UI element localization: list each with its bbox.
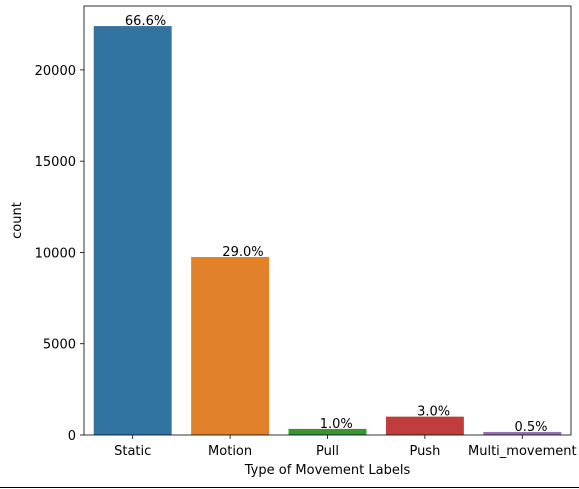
- x-tick-label: Push: [409, 444, 440, 459]
- bar-static: [93, 26, 172, 436]
- x-tick-label: Multi_movement: [468, 444, 577, 459]
- x-axis-label: Type of Movement Labels: [244, 463, 411, 478]
- x-tick-label: Static: [114, 444, 151, 459]
- bar-motion: [191, 257, 270, 435]
- x-tick-label: Motion: [208, 444, 252, 459]
- bar-push: [385, 416, 464, 435]
- data-labels-group: 66.6% 29.0% 1.0% 3.0% 0.5%: [125, 14, 548, 435]
- data-label-multi-movement: 0.5%: [515, 420, 548, 435]
- bars-group: [93, 26, 562, 436]
- bar-pull: [288, 428, 367, 435]
- data-label-motion: 29.0%: [222, 245, 263, 260]
- plot-frame: [83, 5, 572, 436]
- y-axis-ticks: 0 5000 10000 15000 20000: [35, 64, 84, 444]
- data-label-pull: 1.0%: [320, 417, 353, 432]
- y-tick-label: 0: [68, 429, 76, 444]
- y-tick-label: 10000: [35, 246, 76, 261]
- x-axis-ticks: Static Motion Pull Push Multi_movement: [114, 435, 577, 459]
- data-label-static: 66.6%: [125, 14, 166, 29]
- bar-multi-movement: [483, 431, 562, 435]
- x-tick-label: Pull: [316, 444, 339, 459]
- data-label-push: 3.0%: [417, 405, 450, 420]
- y-tick-label: 20000: [35, 64, 76, 79]
- y-tick-label: 15000: [35, 155, 76, 170]
- y-axis-label: count: [10, 202, 25, 239]
- y-tick-label: 5000: [43, 338, 76, 353]
